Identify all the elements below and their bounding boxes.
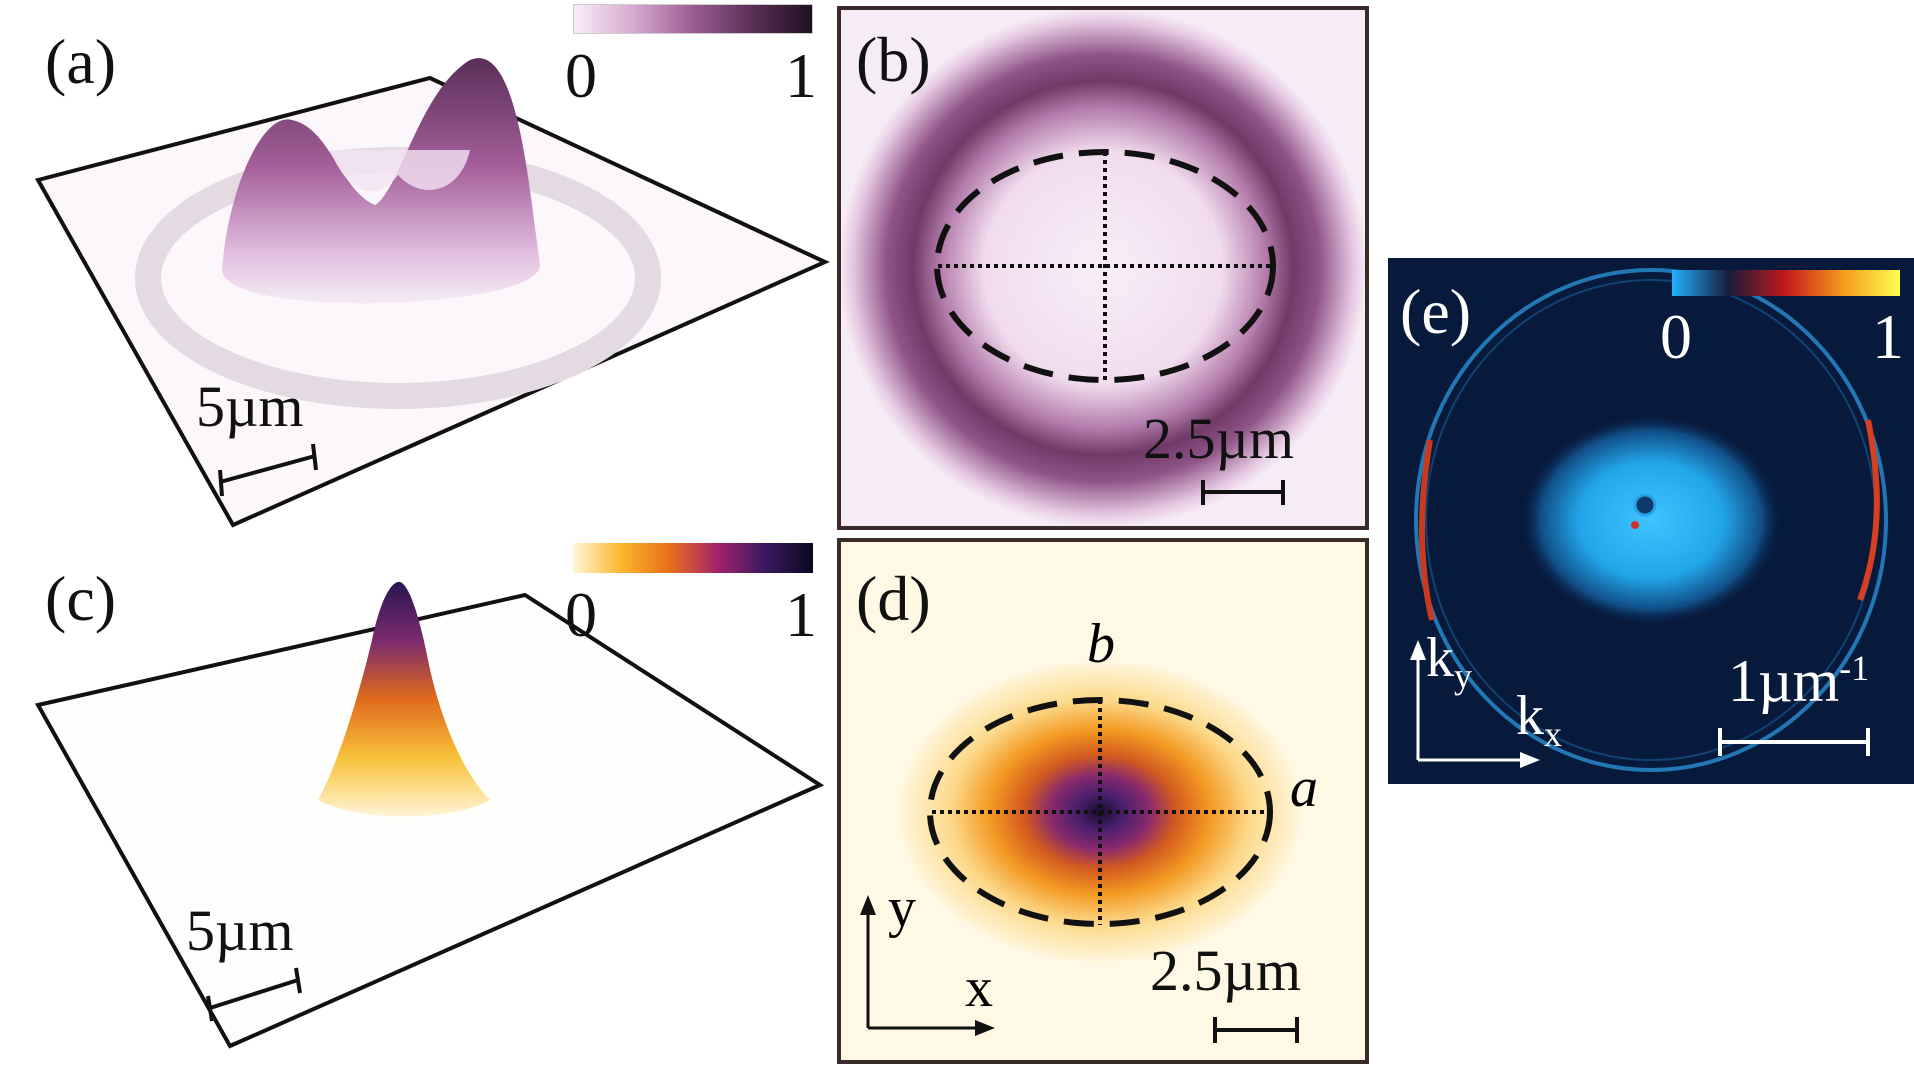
colorbar-c-max: 1 — [785, 579, 817, 650]
ellipse-axis-a: a — [1290, 757, 1318, 819]
k-x-main: k — [1516, 685, 1544, 747]
panel-b-image — [837, 6, 1369, 530]
panel-label-a: (a) — [45, 26, 117, 97]
colorbar-c — [573, 543, 813, 573]
axis-y-label: y — [888, 877, 916, 939]
scale-label-e-main: 1µm — [1728, 648, 1840, 714]
k-x-sub: x — [1544, 714, 1562, 755]
colorbar-a — [573, 4, 813, 34]
panel-label-b: (b) — [856, 24, 931, 95]
panel-d-image — [837, 538, 1369, 1064]
colorbar-a-min: 0 — [565, 40, 597, 111]
k-x-label: kx — [1516, 688, 1562, 752]
colorbar-a-max: 1 — [785, 40, 817, 111]
ellipse-axis-b: b — [1087, 613, 1115, 675]
scale-bar-b — [1201, 480, 1285, 505]
panel-label-c: (c) — [45, 563, 117, 634]
panel-c-surface — [34, 581, 825, 1049]
panel-e-image — [1388, 258, 1914, 784]
scale-label-c: 5µm — [186, 898, 294, 963]
panel-a-surface — [34, 58, 830, 528]
colorbar-c-min: 0 — [565, 579, 597, 650]
panel-label-d: (d) — [856, 563, 931, 634]
scale-label-b: 2.5µm — [1143, 406, 1295, 471]
colorbar-e-min: 0 — [1660, 301, 1692, 372]
k-y-main: k — [1426, 627, 1454, 689]
scale-label-d: 2.5µm — [1150, 938, 1302, 1003]
scale-label-e-sup: -1 — [1839, 648, 1870, 688]
k-y-label: ky — [1426, 630, 1472, 694]
scale-bar-a — [218, 443, 318, 497]
colorbar-e — [1672, 270, 1900, 296]
axis-x-label: x — [965, 957, 993, 1019]
scale-label-e: 1µm-1 — [1728, 650, 1869, 711]
colorbar-e-max: 1 — [1872, 301, 1904, 372]
scale-bar-d — [1213, 1017, 1299, 1043]
k-y-sub: y — [1454, 656, 1472, 697]
scale-bar-e — [1718, 728, 1870, 756]
scale-bar-c — [206, 967, 302, 1022]
panel-label-e: (e) — [1400, 276, 1472, 347]
scale-label-a: 5µm — [196, 374, 304, 439]
